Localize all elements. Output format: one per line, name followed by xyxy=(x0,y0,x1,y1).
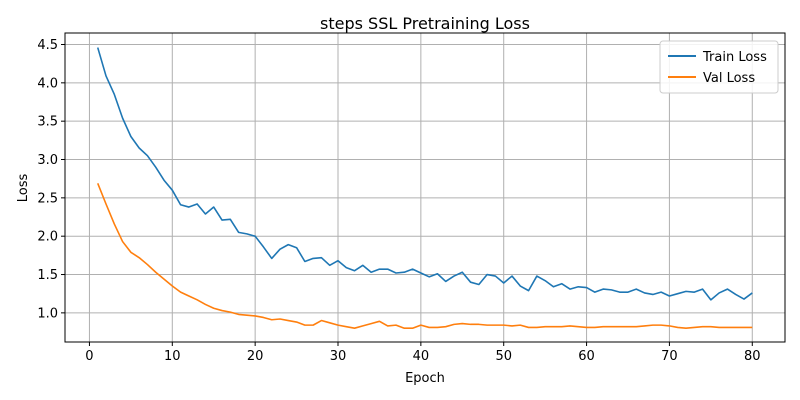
legend-box xyxy=(659,40,779,94)
y-tick-label: 2.0 xyxy=(37,230,58,245)
plot-area xyxy=(96,47,753,330)
x-tick-label: 20 xyxy=(247,349,264,364)
y-tick-label: 4.5 xyxy=(37,38,58,53)
x-tick-label: 70 xyxy=(661,349,678,364)
y-tick-label: 3.5 xyxy=(37,115,58,130)
x-tick-label: 80 xyxy=(744,349,761,364)
y-tick-label: 4.0 xyxy=(37,76,58,91)
val-loss-line xyxy=(96,182,753,330)
x-tick-label: 50 xyxy=(495,349,512,364)
y-tick-label: 3.0 xyxy=(37,153,58,168)
axes-frame xyxy=(64,32,786,343)
x-tick-label: 40 xyxy=(413,349,430,364)
chart-title: steps SSL Pretraining Loss xyxy=(320,14,530,33)
train-loss-line xyxy=(96,47,753,301)
y-tick-label: 2.5 xyxy=(37,191,58,206)
y-axis-title: Loss xyxy=(16,174,31,203)
x-tick-label: 10 xyxy=(164,349,181,364)
x-axis-title: Epoch xyxy=(405,371,445,386)
y-tick-label: 1.5 xyxy=(37,268,58,283)
legend-label-val: Val Loss xyxy=(703,71,755,86)
axis-ticks: 0 10 20 30 40 50 60 70 80 1.0 1.5 2.0 2.5 3.0 3.5 4.0 4.… xyxy=(37,38,760,364)
legend: Train Loss Val Loss xyxy=(659,40,779,94)
x-tick-label: 0 xyxy=(85,349,93,364)
legend-label-train: Train Loss xyxy=(702,50,767,65)
x-tick-label: 60 xyxy=(578,349,595,364)
y-tick-label: 1.0 xyxy=(37,306,58,321)
x-tick-label: 30 xyxy=(330,349,347,364)
